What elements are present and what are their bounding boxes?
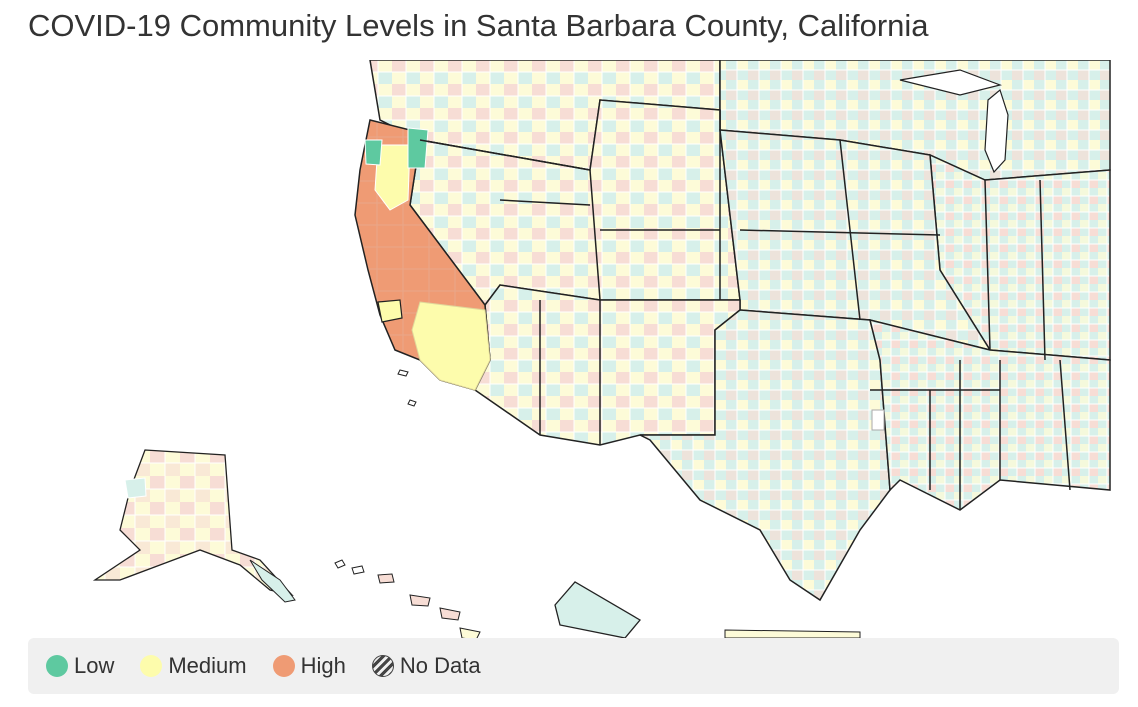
- legend-item-medium[interactable]: Medium: [140, 653, 247, 679]
- region-southwest: [474, 284, 741, 446]
- medium-swatch-icon: [140, 655, 163, 677]
- us-county-map-svg[interactable]: [0, 60, 1138, 638]
- legend-label: Low: [74, 653, 115, 678]
- ca-medium-patch: [374, 144, 411, 211]
- ca-low-patch-1: [364, 139, 383, 166]
- alaska-panhandle: [249, 559, 296, 603]
- page-title: COVID-19 Community Levels in Santa Barba…: [28, 8, 929, 43]
- island-bottom: [554, 581, 641, 638]
- legend-item-high[interactable]: High: [272, 653, 346, 679]
- legend-item-low[interactable]: Low: [46, 653, 114, 679]
- alaska-teal-patch: [124, 477, 147, 499]
- legend-label: High: [300, 653, 346, 678]
- lake-superior: [899, 69, 1003, 96]
- state-borders: [419, 110, 1071, 510]
- channel-islands: [397, 369, 417, 407]
- low-swatch-icon: [46, 655, 68, 677]
- ca-low-patch-2: [407, 127, 429, 169]
- legend-label: No Data: [399, 653, 481, 678]
- map-legend: Low Medium High No Data: [28, 638, 1119, 694]
- high-swatch-icon: [272, 655, 295, 677]
- legend-item-no-data[interactable]: No Data: [371, 653, 481, 679]
- hatch-icon: [371, 655, 394, 677]
- county-map[interactable]: [0, 60, 1138, 638]
- no-data-area: [871, 409, 885, 431]
- santa-barbara-county: [377, 299, 403, 323]
- ca-south-medium: [411, 301, 491, 391]
- florida-tip: [724, 629, 861, 638]
- legend-label: Medium: [168, 653, 247, 678]
- region-hawaii: [334, 559, 481, 638]
- lake-michigan: [984, 88, 1009, 174]
